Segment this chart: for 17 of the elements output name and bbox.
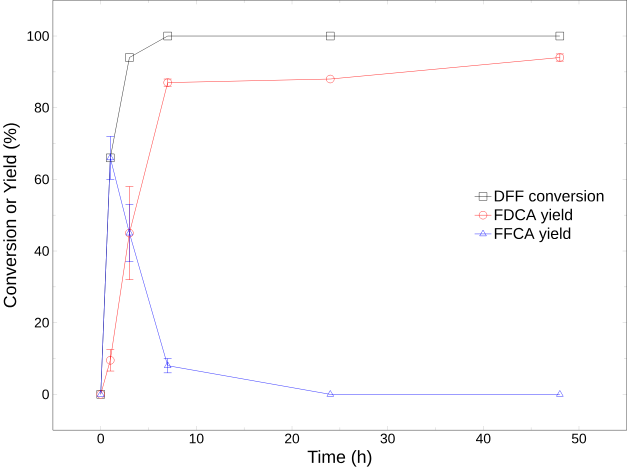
y-tick-label: 20 bbox=[34, 318, 49, 328]
y-tick-label: 0 bbox=[42, 390, 49, 400]
y-tick-label: 80 bbox=[34, 102, 49, 113]
y-axis-title: Conversion or Yield (%) bbox=[3, 123, 20, 308]
x-tick-label: 50 bbox=[572, 434, 586, 444]
legend-label: FDCA yield bbox=[494, 208, 572, 224]
x-tick-label: 20 bbox=[285, 434, 300, 444]
legend-label: FFCA yield bbox=[494, 228, 570, 242]
x-tick-label: 40 bbox=[476, 434, 490, 444]
x-tick-label: 30 bbox=[380, 434, 395, 444]
x-tick-label: 0 bbox=[97, 434, 104, 444]
x-axis-title: Time (h) bbox=[308, 450, 372, 467]
x-tick-label: 10 bbox=[190, 434, 204, 444]
legend-label: DFF conversion bbox=[494, 190, 604, 202]
y-tick-label: 100 bbox=[28, 31, 49, 41]
y-tick-label: 60 bbox=[34, 174, 49, 184]
y-tick-label: 40 bbox=[34, 246, 49, 256]
